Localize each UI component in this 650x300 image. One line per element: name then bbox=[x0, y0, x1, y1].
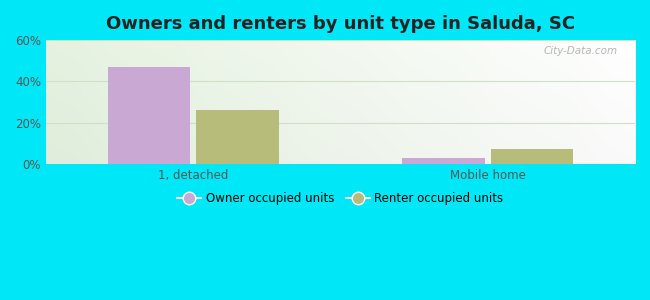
Text: City-Data.com: City-Data.com bbox=[543, 46, 618, 56]
Legend: Owner occupied units, Renter occupied units: Owner occupied units, Renter occupied un… bbox=[173, 188, 508, 210]
Bar bbox=[402, 158, 485, 164]
Bar bbox=[196, 110, 279, 164]
Title: Owners and renters by unit type in Saluda, SC: Owners and renters by unit type in Salud… bbox=[106, 15, 575, 33]
Bar bbox=[491, 149, 573, 164]
Bar bbox=[108, 67, 190, 164]
